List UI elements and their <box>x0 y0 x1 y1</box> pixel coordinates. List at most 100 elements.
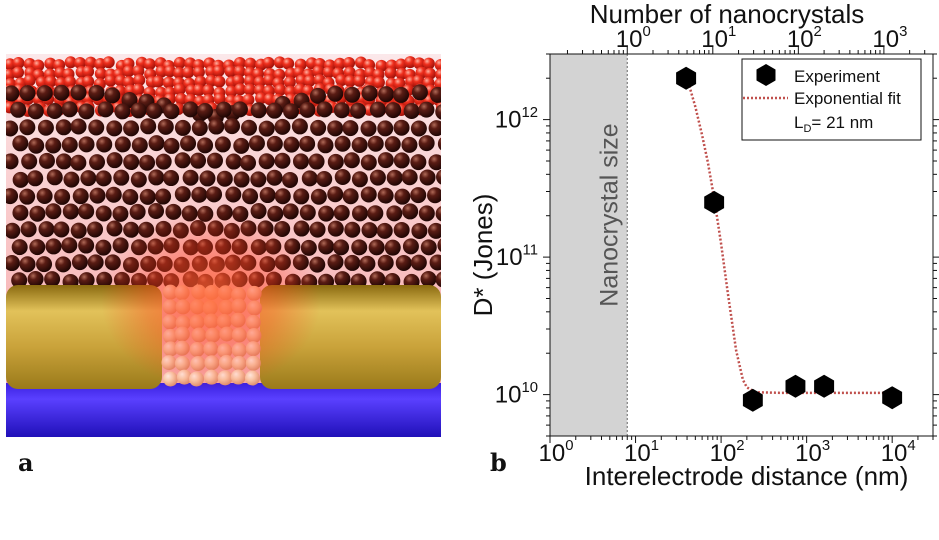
nanocrystal <box>89 154 106 171</box>
x-top-axis-title: Number of nanocrystals <box>590 0 865 29</box>
nanocrystal <box>343 56 356 69</box>
nanocrystal <box>27 103 44 120</box>
nanocrystal <box>32 59 45 72</box>
nanocrystal <box>267 205 284 222</box>
nanocrystal <box>428 154 441 171</box>
nanocrystal <box>303 74 316 87</box>
nanocrystal <box>422 57 435 70</box>
nanocrystal <box>20 221 37 238</box>
data-point <box>814 374 835 398</box>
nanocrystal <box>130 102 147 119</box>
nanocrystal <box>343 152 360 169</box>
nanocrystal <box>367 135 384 152</box>
nanocrystal <box>361 222 378 239</box>
nanocrystal <box>89 187 106 204</box>
nanocrystal <box>70 84 87 101</box>
nanocrystal <box>23 74 36 87</box>
nanocrystal <box>72 188 89 205</box>
nanocrystal <box>155 188 172 205</box>
nanocrystal-film <box>6 56 441 290</box>
nanocrystal <box>148 203 165 220</box>
nanocrystal <box>429 254 441 271</box>
nanocrystal <box>435 206 441 222</box>
nanocrystal <box>429 86 441 103</box>
nanocrystal <box>411 84 428 101</box>
nanocrystal <box>55 119 72 136</box>
nanocrystal <box>148 135 165 152</box>
nanocrystal <box>95 205 112 222</box>
nanocrystal <box>266 102 283 119</box>
nanocrystal <box>243 75 256 88</box>
nanocrystal <box>19 188 36 205</box>
nanocrystal <box>53 221 70 238</box>
nanocrystal <box>61 136 78 153</box>
nanocrystal <box>55 153 72 170</box>
nanocrystal <box>385 102 402 119</box>
nanocrystal-size-label: Nanocrystal size <box>595 123 623 306</box>
nanocrystal <box>334 169 351 186</box>
nanocrystal <box>6 153 19 170</box>
nanocrystal <box>192 83 205 96</box>
nanocrystal <box>225 186 242 203</box>
nanocrystal <box>369 271 386 288</box>
nanocrystal <box>78 237 95 254</box>
nanocrystal <box>266 135 283 152</box>
nanocrystal <box>157 118 174 135</box>
nanocrystal <box>105 186 122 203</box>
nanocrystal <box>344 86 361 103</box>
nanocrystal <box>411 222 428 239</box>
nanocrystal <box>139 154 156 171</box>
x-top-tick-label: 101 <box>701 24 736 53</box>
x-top-tick-label: 103 <box>872 24 907 53</box>
nanocrystal <box>377 152 394 169</box>
nanocrystal <box>104 87 121 104</box>
nanocrystal <box>113 169 130 186</box>
nanocrystal <box>240 154 257 171</box>
nanocrystal <box>386 205 403 222</box>
nanocrystal <box>367 205 384 222</box>
nanocrystal <box>182 101 199 118</box>
nanocrystal <box>242 93 255 106</box>
nanocrystal <box>344 75 357 88</box>
nanocrystal <box>192 66 205 79</box>
nanocrystal <box>310 188 327 205</box>
nanocrystal <box>282 203 299 220</box>
nanocrystal <box>423 67 436 80</box>
nanocrystal <box>410 120 427 137</box>
nanocrystal <box>418 101 435 118</box>
nanocrystal <box>377 254 394 271</box>
nanocrystal <box>384 272 401 289</box>
nanocrystal <box>401 169 418 186</box>
nanocrystal <box>163 137 180 154</box>
nanocrystal <box>174 119 191 136</box>
panel-label-a: a <box>18 448 34 477</box>
nanocrystal <box>310 119 327 136</box>
nanocrystal <box>327 220 344 237</box>
nanocrystal <box>213 75 226 88</box>
data-point <box>704 190 725 214</box>
nanocrystal <box>6 85 20 102</box>
x-tick-label: 100 <box>539 438 574 467</box>
nanocrystal <box>404 56 417 69</box>
nanocrystal <box>11 239 28 256</box>
nanocrystal <box>384 239 401 256</box>
data-point <box>676 66 697 90</box>
nanocrystal <box>174 186 191 203</box>
nanocrystal <box>202 84 215 97</box>
nanocrystal <box>64 75 77 88</box>
nanocrystal <box>403 102 420 119</box>
nanocrystal <box>19 119 36 136</box>
data-point <box>742 388 763 412</box>
nanocrystal <box>437 238 441 252</box>
nanocrystal <box>6 188 19 205</box>
nanocrystal <box>353 74 366 87</box>
nanocrystal <box>301 170 318 187</box>
nanocrystal <box>215 101 232 118</box>
nanocrystal <box>359 255 376 272</box>
nanocrystal <box>163 103 180 120</box>
nanocrystal <box>334 271 351 288</box>
nanocrystal <box>318 205 335 222</box>
nanocrystal <box>114 136 131 153</box>
nanocrystal <box>333 239 350 256</box>
